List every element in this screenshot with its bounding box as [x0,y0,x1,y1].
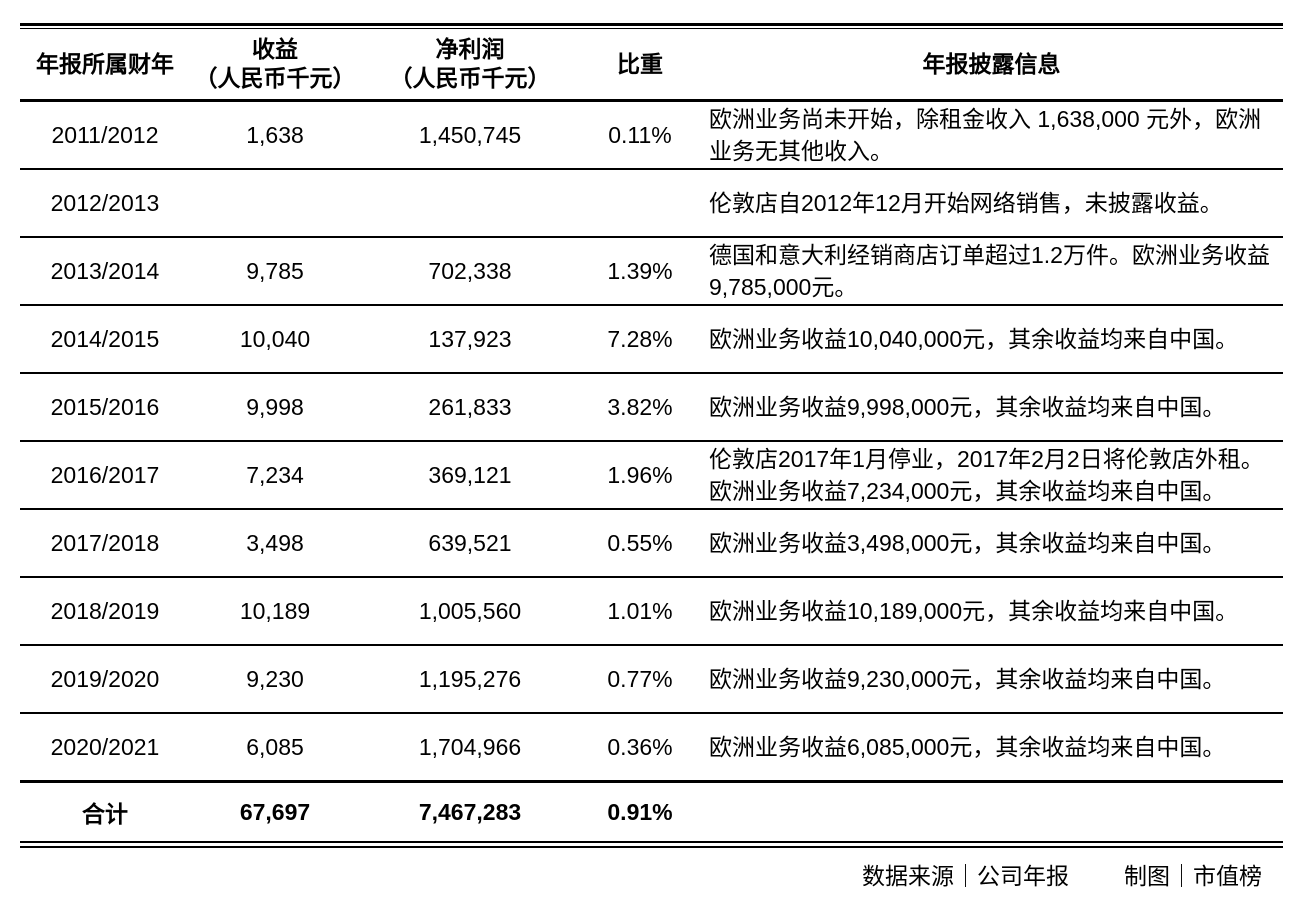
revenue-cell: 10,189 [239,597,311,624]
disclosure-cell: 欧洲业务尚未开始，除租金收入 1,638,000 元外，欧洲业务无其他收入。 [709,106,1262,164]
total-share-cell: 0.91% [580,780,700,841]
disclosure-cell: 欧洲业务收益3,498,000元，其余收益均来自中国。 [709,530,1226,556]
annual-report-table: 年报所属财年 收益 （人民币千元） 净利润 （人民币千元） 比重 年报披露信息 20… [20,23,1283,848]
net-profit-cell: 1,704,966 [418,733,522,760]
header-share: 比重 [580,29,700,102]
disclosure-cell: 欧洲业务收益6,085,000元，其余收益均来自中国。 [709,734,1226,760]
fiscal-year-data-table: 年报所属财年 收益 （人民币千元） 净利润 （人民币千元） 比重 年报披露信息 20… [20,29,1283,841]
header-sublabel: （人民币千元） [194,65,356,91]
total-net-profit-cell: 7,467,283 [360,780,580,841]
revenue-cell: 6,085 [246,733,304,760]
net-profit-cell: 1,195,276 [418,665,522,692]
total-disclosure-cell [700,780,1283,841]
table-row: 2019/2020 9,230 1,195,276 0.77% 欧洲业务收益9,… [20,645,1283,713]
table-row: 2017/2018 3,498 639,521 0.55% 欧洲业务收益3,49… [20,509,1283,577]
disclosure-cell: 欧洲业务收益10,040,000元，其余收益均来自中国。 [709,326,1239,352]
net-profit-cell: 261,833 [428,393,512,420]
total-revenue-cell: 67,697 [190,780,360,841]
fiscal-year-cell: 2014/2015 [50,325,160,352]
fiscal-year-cell: 2011/2012 [51,121,159,148]
disclosure-cell: 伦敦店2017年1月停业，2017年2月2日将伦敦店外租。欧洲业务收益7,234… [709,446,1264,504]
net-profit-cell [360,169,580,237]
disclosure-cell: 伦敦店自2012年12月开始网络销售，未披露收益。 [709,190,1223,216]
bottom-double-rule [20,841,1283,848]
fiscal-year-cell: 2016/2017 [50,461,160,488]
share-cell: 1.96% [607,461,673,488]
revenue-cell: 9,230 [246,665,304,692]
fiscal-year-cell: 2012/2013 [50,189,160,216]
revenue-cell [190,169,360,237]
chart-credit-label: 制图｜市值榜 [1124,863,1262,889]
header-label: 年报披露信息 [922,50,1061,77]
disclosure-cell: 欧洲业务收益10,189,000元，其余收益均来自中国。 [709,598,1239,624]
table-row: 2020/2021 6,085 1,704,966 0.36% 欧洲业务收益6,… [20,713,1283,782]
net-profit-cell: 702,338 [428,257,512,284]
footer-credits: 数据来源｜公司年报 制图｜市值榜 [862,857,1262,891]
header-net-profit: 净利润 （人民币千元） [360,29,580,102]
fiscal-year-cell: 2013/2014 [50,257,160,284]
table-row: 2011/2012 1,638 1,450,745 0.11% 欧洲业务尚未开始… [20,101,1283,169]
total-label-cell: 合计 [20,780,190,841]
table-row: 2013/2014 9,785 702,338 1.39% 德国和意大利经销商店… [20,237,1283,305]
revenue-cell: 9,998 [246,393,304,420]
disclosure-cell: 德国和意大利经销商店订单超过1.2万件。欧洲业务收益9,785,000元。 [709,242,1270,300]
header-revenue: 收益 （人民币千元） [190,29,360,102]
fiscal-year-cell: 2020/2021 [50,733,160,760]
net-profit-cell: 1,450,745 [418,121,522,148]
fiscal-year-cell: 2019/2020 [50,665,160,692]
fiscal-year-cell: 2017/2018 [50,529,160,556]
table-row: 2018/2019 10,189 1,005,560 1.01% 欧洲业务收益1… [20,577,1283,645]
net-profit-cell: 1,005,560 [418,597,522,624]
fiscal-year-cell: 2018/2019 [50,597,160,624]
revenue-cell: 9,785 [246,257,304,284]
disclosure-cell: 欧洲业务收益9,998,000元，其余收益均来自中国。 [709,394,1226,420]
share-cell: 0.77% [607,665,673,692]
share-cell: 1.01% [607,597,673,624]
revenue-cell: 7,234 [246,461,304,488]
share-cell: 3.82% [607,393,673,420]
header-sublabel: （人民币千元） [389,65,551,91]
total-row: 合计 67,697 7,467,283 0.91% [20,780,1283,841]
header-label: 收益 [252,36,298,62]
disclosure-cell: 欧洲业务收益9,230,000元，其余收益均来自中国。 [709,666,1226,692]
table-header-row: 年报所属财年 收益 （人民币千元） 净利润 （人民币千元） 比重 年报披露信息 [20,29,1283,102]
revenue-cell: 3,498 [246,529,304,556]
share-cell [580,169,700,237]
header-disclosure: 年报披露信息 [700,29,1283,102]
revenue-cell: 10,040 [239,325,311,352]
table-row: 2016/2017 7,234 369,121 1.96% 伦敦店2017年1月… [20,441,1283,509]
share-cell: 0.11% [608,121,672,148]
top-double-rule [20,23,1283,29]
share-cell: 1.39% [607,257,673,284]
data-source-label: 数据来源｜公司年报 [862,863,1069,889]
header-label: 比重 [617,50,663,77]
share-cell: 0.36% [607,733,673,760]
share-cell: 0.55% [607,529,673,556]
net-profit-cell: 639,521 [428,529,512,556]
fiscal-year-cell: 2015/2016 [50,393,160,420]
table-row: 2012/2013 伦敦店自2012年12月开始网络销售，未披露收益。 [20,169,1283,237]
net-profit-cell: 137,923 [428,325,512,352]
header-label: 年报所属财年 [36,50,174,77]
header-label: 净利润 [435,36,505,62]
net-profit-cell: 369,121 [428,461,512,488]
share-cell: 7.28% [607,325,673,352]
revenue-cell: 1,638 [246,121,304,148]
table-row: 2015/2016 9,998 261,833 3.82% 欧洲业务收益9,99… [20,373,1283,441]
table-row: 2014/2015 10,040 137,923 7.28% 欧洲业务收益10,… [20,305,1283,373]
header-fiscal-year: 年报所属财年 [20,29,190,102]
